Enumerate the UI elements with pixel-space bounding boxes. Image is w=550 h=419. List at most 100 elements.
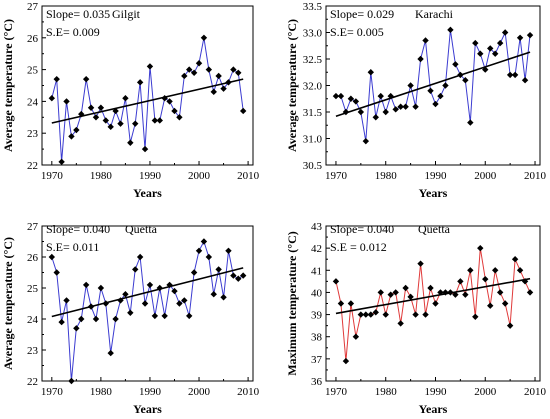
y-tick-label: 26 bbox=[27, 252, 39, 264]
data-point bbox=[146, 281, 154, 289]
data-point bbox=[210, 88, 217, 96]
data-point bbox=[417, 55, 424, 63]
slope-label: Slope= 0.035 bbox=[46, 7, 110, 21]
data-point bbox=[352, 98, 360, 105]
data-point bbox=[132, 266, 139, 273]
station-label: Quetta bbox=[418, 222, 451, 236]
data-point bbox=[181, 72, 188, 80]
data-point bbox=[337, 300, 345, 307]
data-point bbox=[235, 69, 242, 76]
data-point bbox=[127, 139, 134, 146]
data-point bbox=[412, 311, 419, 318]
data-point bbox=[151, 312, 159, 320]
data-point bbox=[442, 289, 449, 296]
x-axis-title: Years bbox=[419, 186, 448, 200]
x-tick-label: 2000 bbox=[474, 386, 497, 398]
data-point bbox=[181, 297, 188, 304]
data-point bbox=[166, 98, 173, 105]
data-point bbox=[161, 312, 168, 320]
data-point bbox=[205, 253, 213, 261]
data-point bbox=[447, 26, 454, 34]
data-point bbox=[190, 69, 198, 76]
data-point bbox=[82, 75, 90, 83]
data-point bbox=[102, 300, 109, 307]
data-point bbox=[122, 95, 129, 102]
data-point bbox=[352, 333, 360, 340]
y-tick-label: 24 bbox=[27, 314, 39, 326]
series-line bbox=[336, 29, 531, 142]
series-line bbox=[51, 37, 244, 162]
data-point bbox=[92, 114, 100, 121]
data-point bbox=[230, 66, 237, 73]
data-point bbox=[171, 107, 178, 115]
data-point bbox=[397, 103, 404, 110]
data-point bbox=[190, 269, 198, 276]
y-tick-label: 31.0 bbox=[303, 134, 323, 146]
y-tick-label: 42 bbox=[311, 243, 322, 255]
data-point bbox=[511, 71, 519, 79]
y-tick-label: 43 bbox=[311, 221, 323, 233]
data-point bbox=[477, 244, 484, 252]
data-point bbox=[136, 79, 144, 86]
x-tick-label: 2010 bbox=[237, 386, 260, 398]
data-point bbox=[472, 39, 479, 47]
y-axis-title: Average temperature (°C) bbox=[1, 237, 15, 370]
data-point bbox=[422, 311, 429, 318]
y-tick-label: 24 bbox=[27, 96, 39, 108]
data-point bbox=[526, 289, 534, 296]
data-point bbox=[437, 92, 444, 100]
trend-line bbox=[51, 267, 244, 318]
data-point bbox=[48, 95, 56, 102]
x-axis-title: Years bbox=[133, 402, 162, 416]
data-point bbox=[367, 311, 374, 318]
x-tick-label: 1990 bbox=[139, 170, 162, 182]
chart-panel-1: 1970 1980 1990 2000 2010 22 23 24 25 26 27 Years Ave… bbox=[1, 1, 260, 200]
data-point bbox=[511, 256, 519, 263]
data-point bbox=[402, 284, 409, 292]
data-point bbox=[496, 39, 504, 47]
chart-panel-2: 1970 1980 1990 2000 2010 30.5 31.0 31.5 32.0 32.5… bbox=[285, 1, 547, 200]
y-tick-label: 25 bbox=[27, 283, 39, 295]
x-tick-label: 2000 bbox=[474, 170, 497, 182]
data-point bbox=[417, 260, 424, 267]
data-point bbox=[467, 119, 474, 126]
data-point bbox=[87, 303, 95, 310]
x-tick-label: 2000 bbox=[188, 386, 211, 398]
data-point bbox=[210, 291, 217, 298]
data-point bbox=[452, 61, 459, 68]
x-tick-label: 1970 bbox=[325, 386, 348, 398]
data-point bbox=[372, 309, 379, 316]
data-point bbox=[117, 297, 124, 304]
y-tick-label: 39 bbox=[311, 310, 323, 322]
data-point bbox=[205, 66, 213, 73]
data-point bbox=[357, 108, 365, 116]
data-point bbox=[516, 34, 524, 41]
data-point bbox=[122, 291, 129, 298]
y-tick-label: 36 bbox=[311, 376, 323, 388]
data-point bbox=[239, 107, 247, 115]
data-point bbox=[402, 103, 409, 110]
data-point bbox=[161, 95, 168, 102]
y-tick-label: 33.5 bbox=[303, 1, 323, 13]
series-line bbox=[335, 248, 531, 362]
data-point bbox=[347, 95, 355, 102]
y-tick-label: 30.5 bbox=[303, 160, 323, 172]
data-point bbox=[526, 31, 534, 39]
data-point bbox=[200, 238, 208, 245]
data-point bbox=[377, 92, 384, 100]
data-point bbox=[467, 267, 474, 274]
data-point bbox=[107, 349, 114, 357]
station-label: Karachi bbox=[415, 7, 454, 21]
data-point bbox=[387, 92, 394, 100]
chart-panel-4: 1970 1980 1990 2000 2010 36 37 38 39 40 41 42 43 Year… bbox=[285, 221, 547, 416]
se-label: S.E= 0.009 bbox=[46, 25, 100, 39]
data-point bbox=[472, 313, 479, 320]
se-label: S.E = 0.012 bbox=[330, 240, 387, 254]
y-tick-label: 27 bbox=[27, 1, 39, 13]
data-point bbox=[146, 63, 154, 70]
station-label: Gilgit bbox=[112, 7, 141, 21]
data-point bbox=[63, 98, 70, 105]
data-point bbox=[195, 60, 203, 67]
data-point bbox=[407, 293, 414, 301]
